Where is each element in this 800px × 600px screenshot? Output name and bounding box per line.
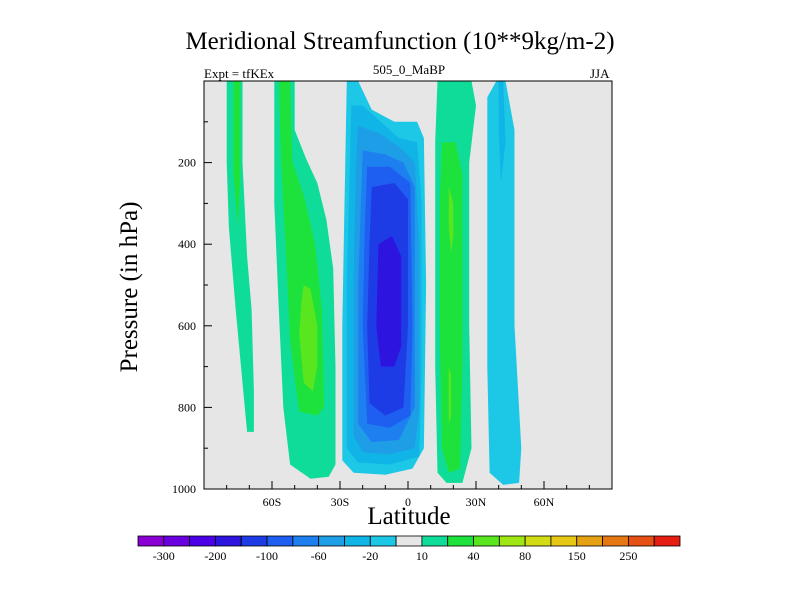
chart-title: Meridional Streamfunction (10**9kg/m-2) — [185, 28, 615, 55]
colorbar-swatch — [163, 535, 191, 547]
x-axis-label: Latitude — [367, 503, 451, 530]
axes: 60S 30S 0 30N 60N 200 400 600 800 1000 — [172, 121, 590, 509]
colorbar-swatch — [189, 535, 216, 547]
contour-northern-inner — [498, 81, 506, 183]
colorbar-swatch — [447, 535, 474, 547]
contour-tropical-inner — [448, 187, 454, 253]
colorbar-swatch — [602, 535, 629, 547]
colorbar-swatch — [215, 535, 242, 547]
y-tick-label: 600 — [178, 319, 196, 333]
contour-ferrel-inner — [299, 285, 318, 392]
colorbar-label: 10 — [416, 549, 428, 563]
colorbar-swatch — [369, 535, 397, 547]
colorbar-label: 80 — [519, 549, 531, 563]
colorbar-swatch — [344, 535, 371, 547]
colorbar-swatch — [318, 535, 345, 547]
y-tick-label: 400 — [178, 237, 196, 251]
run-label: 505_0_MaBP — [372, 62, 446, 77]
x-tick-label: 60N — [534, 495, 555, 509]
colorbar-label: -60 — [311, 549, 327, 563]
colorbar-swatch — [653, 535, 681, 547]
colorbar-swatch — [473, 535, 500, 547]
season-label: JJA — [590, 66, 610, 81]
colorbar-swatch — [240, 535, 268, 547]
experiment-label: Expt = tfKEx — [204, 66, 275, 81]
contour-bands — [226, 81, 522, 485]
colorbar-swatch — [292, 535, 320, 547]
y-tick-label: 200 — [178, 156, 196, 170]
colorbar-label: -300 — [153, 549, 175, 563]
colorbar-swatch — [524, 535, 552, 547]
y-tick-label: 1000 — [172, 482, 196, 496]
colorbar-swatch — [266, 535, 294, 547]
colorbar-swatch — [498, 535, 526, 547]
colorbar: -300 -200 -100 -60 -20 10 40 80 150 250 — [137, 535, 681, 563]
colorbar-swatch — [395, 535, 423, 547]
x-tick-label: 30N — [466, 495, 487, 509]
colorbar-label: -100 — [256, 549, 278, 563]
colorbar-swatch — [576, 535, 603, 547]
x-tick-label: 30S — [331, 495, 350, 509]
colorbar-label: 250 — [619, 549, 637, 563]
contour-southern-cell-inner — [233, 81, 241, 228]
colorbar-swatch — [421, 535, 449, 547]
contour-tropical-mid — [439, 142, 463, 473]
x-tick-label: 0 — [405, 495, 411, 509]
colorbar-swatch — [137, 535, 165, 547]
colorbar-label: 150 — [568, 549, 586, 563]
x-tick-label: 60S — [263, 495, 282, 509]
colorbar-label: -20 — [362, 549, 378, 563]
colorbar-swatch — [627, 535, 655, 547]
colorbar-swatch — [550, 535, 578, 547]
y-tick-label: 800 — [178, 400, 196, 414]
contour-hadley-level-8 — [376, 236, 402, 367]
colorbar-label: -200 — [204, 549, 226, 563]
contour-northern-outer — [487, 81, 522, 485]
colorbar-label: 40 — [468, 549, 480, 563]
contour-tropical-inner2 — [448, 366, 452, 424]
